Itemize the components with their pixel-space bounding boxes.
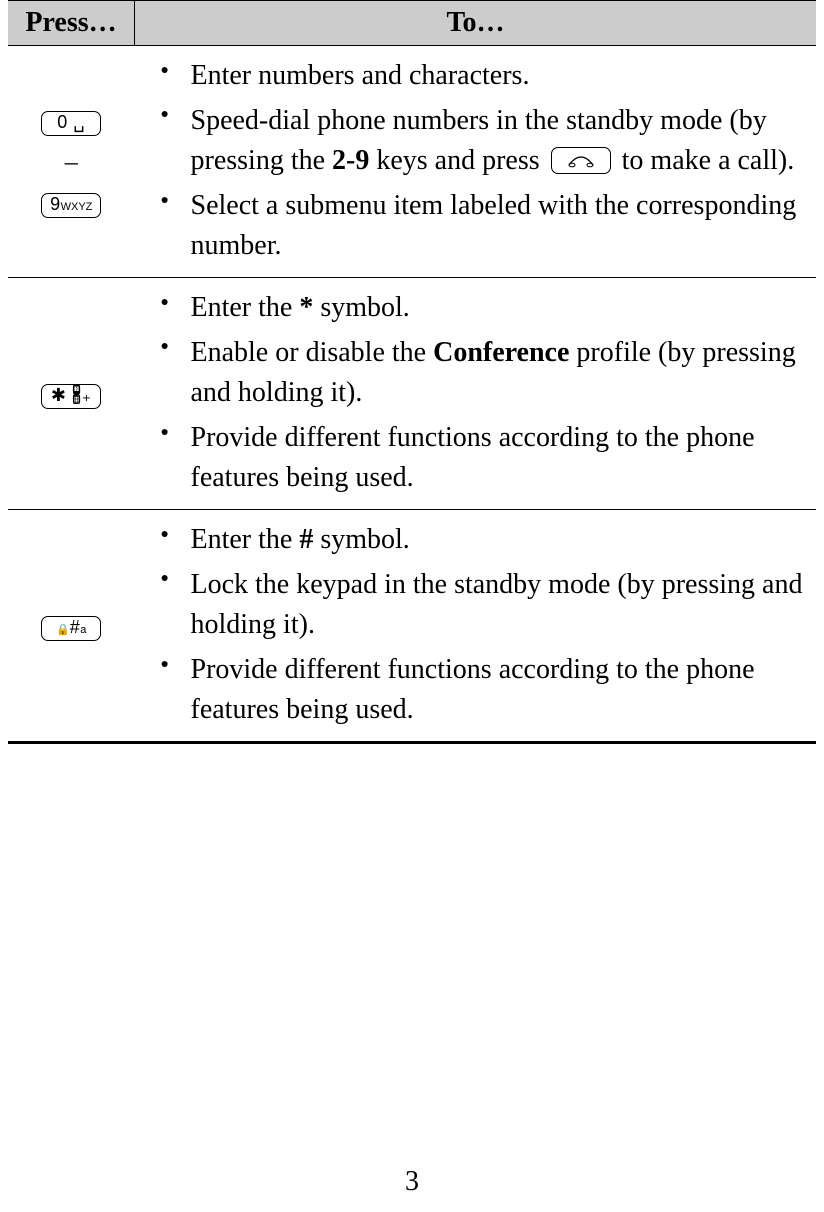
bold-text: Conference [433, 337, 569, 368]
list-item: Provide different functions according to… [161, 418, 811, 499]
list-item: Speed-dial phone numbers in the standby … [161, 101, 811, 182]
key-hash-icon: 🔒#a [41, 616, 101, 641]
description-cell: Enter the * symbol. Enable or disable th… [135, 277, 817, 509]
col-header-to: To… [135, 1, 817, 46]
table-row: ✱ 🖁₊ Enter the * symbol. Enable or disab… [8, 277, 816, 509]
text: to make a call). [615, 145, 795, 176]
description-cell: Enter the # symbol. Lock the keypad in t… [135, 509, 817, 742]
table-row: 0 ␣ – 9WXYZ Enter numbers and characters… [8, 46, 816, 278]
bold-text: # [299, 524, 313, 555]
range-dash: – [8, 143, 135, 181]
call-key-icon [551, 147, 611, 174]
text: Enter the [191, 292, 300, 323]
col-header-press: Press… [8, 1, 135, 46]
text: Provide different functions according to… [191, 422, 755, 494]
page-number: 3 [0, 1166, 824, 1198]
list-item: Enter the # symbol. [161, 520, 811, 561]
text: Select a submenu item labeled with the c… [191, 190, 797, 262]
key-star-icon: ✱ 🖁₊ [41, 384, 101, 409]
key-cell-star: ✱ 🖁₊ [8, 277, 135, 509]
text: symbol. [313, 292, 409, 323]
list-item: Enter numbers and characters. [161, 56, 811, 97]
bold-text: 2-9 [332, 145, 369, 176]
list-item: Provide different functions according to… [161, 650, 811, 731]
key-0-icon: 0 ␣ [41, 111, 101, 136]
list-item: Enter the * symbol. [161, 288, 811, 329]
list-item: Select a submenu item labeled with the c… [161, 186, 811, 267]
text: Enter the [191, 524, 300, 555]
text: Enter numbers and characters. [191, 60, 530, 91]
table-row: 🔒#a Enter the # symbol. Lock the keypad … [8, 509, 816, 742]
text: keys and press [369, 145, 546, 176]
key-cell-numbers: 0 ␣ – 9WXYZ [8, 46, 135, 278]
list-item: Enable or disable the Conference profile… [161, 333, 811, 414]
description-cell: Enter numbers and characters. Speed-dial… [135, 46, 817, 278]
list-item: Lock the keypad in the standby mode (by … [161, 565, 811, 646]
text: symbol. [313, 524, 409, 555]
text: Provide different functions according to… [191, 654, 755, 726]
text: Lock the keypad in the standby mode (by … [191, 569, 803, 641]
key-9-icon: 9WXYZ [41, 193, 101, 218]
text: Enable or disable the [191, 337, 434, 368]
page-area: Press… To… 0 ␣ – 9WXYZ [0, 0, 824, 744]
key-cell-hash: 🔒#a [8, 509, 135, 742]
bold-text: * [299, 292, 313, 323]
key-functions-table: Press… To… 0 ␣ – 9WXYZ [8, 0, 816, 744]
